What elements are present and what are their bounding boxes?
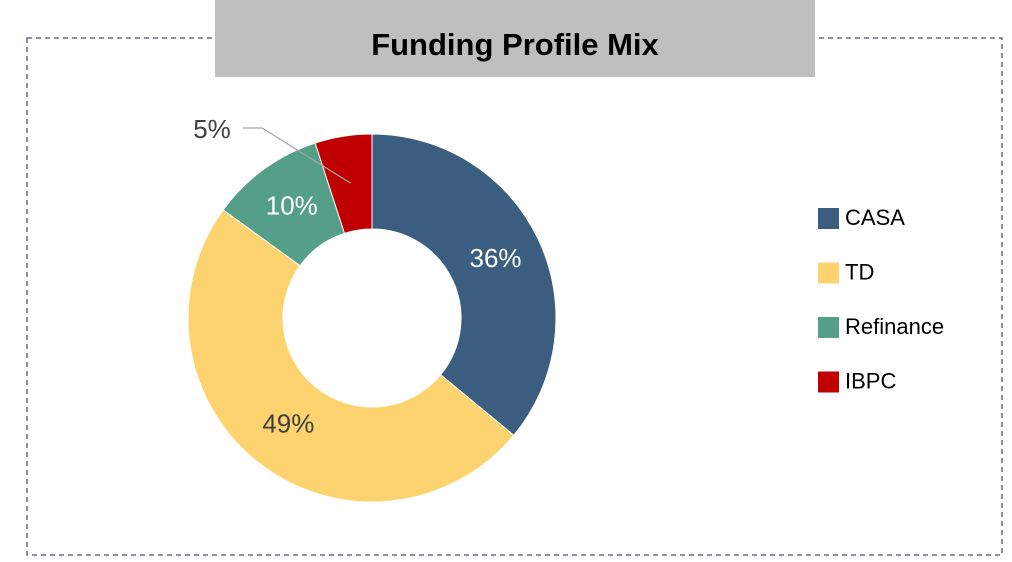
data-label: 10%: [266, 190, 318, 220]
legend-swatch: [818, 262, 839, 284]
legend-swatch: [818, 317, 839, 338]
title-box: [215, 0, 815, 77]
legend-swatch: [818, 208, 839, 229]
data-label: 5%: [193, 114, 231, 144]
legend-label: TD: [845, 259, 874, 284]
legend-label: IBPC: [845, 368, 896, 393]
donut-slice: [371, 133, 557, 436]
legend-label: Refinance: [845, 314, 944, 339]
legend-label: CASA: [845, 205, 905, 230]
legend-swatch: [818, 371, 839, 393]
chart-title: Funding Profile Mix: [371, 27, 659, 62]
data-label: 36%: [469, 243, 521, 273]
donut-slice: [187, 209, 515, 503]
donut-slice: [314, 133, 373, 234]
leader-line: [243, 127, 351, 184]
data-label: 49%: [262, 409, 314, 439]
